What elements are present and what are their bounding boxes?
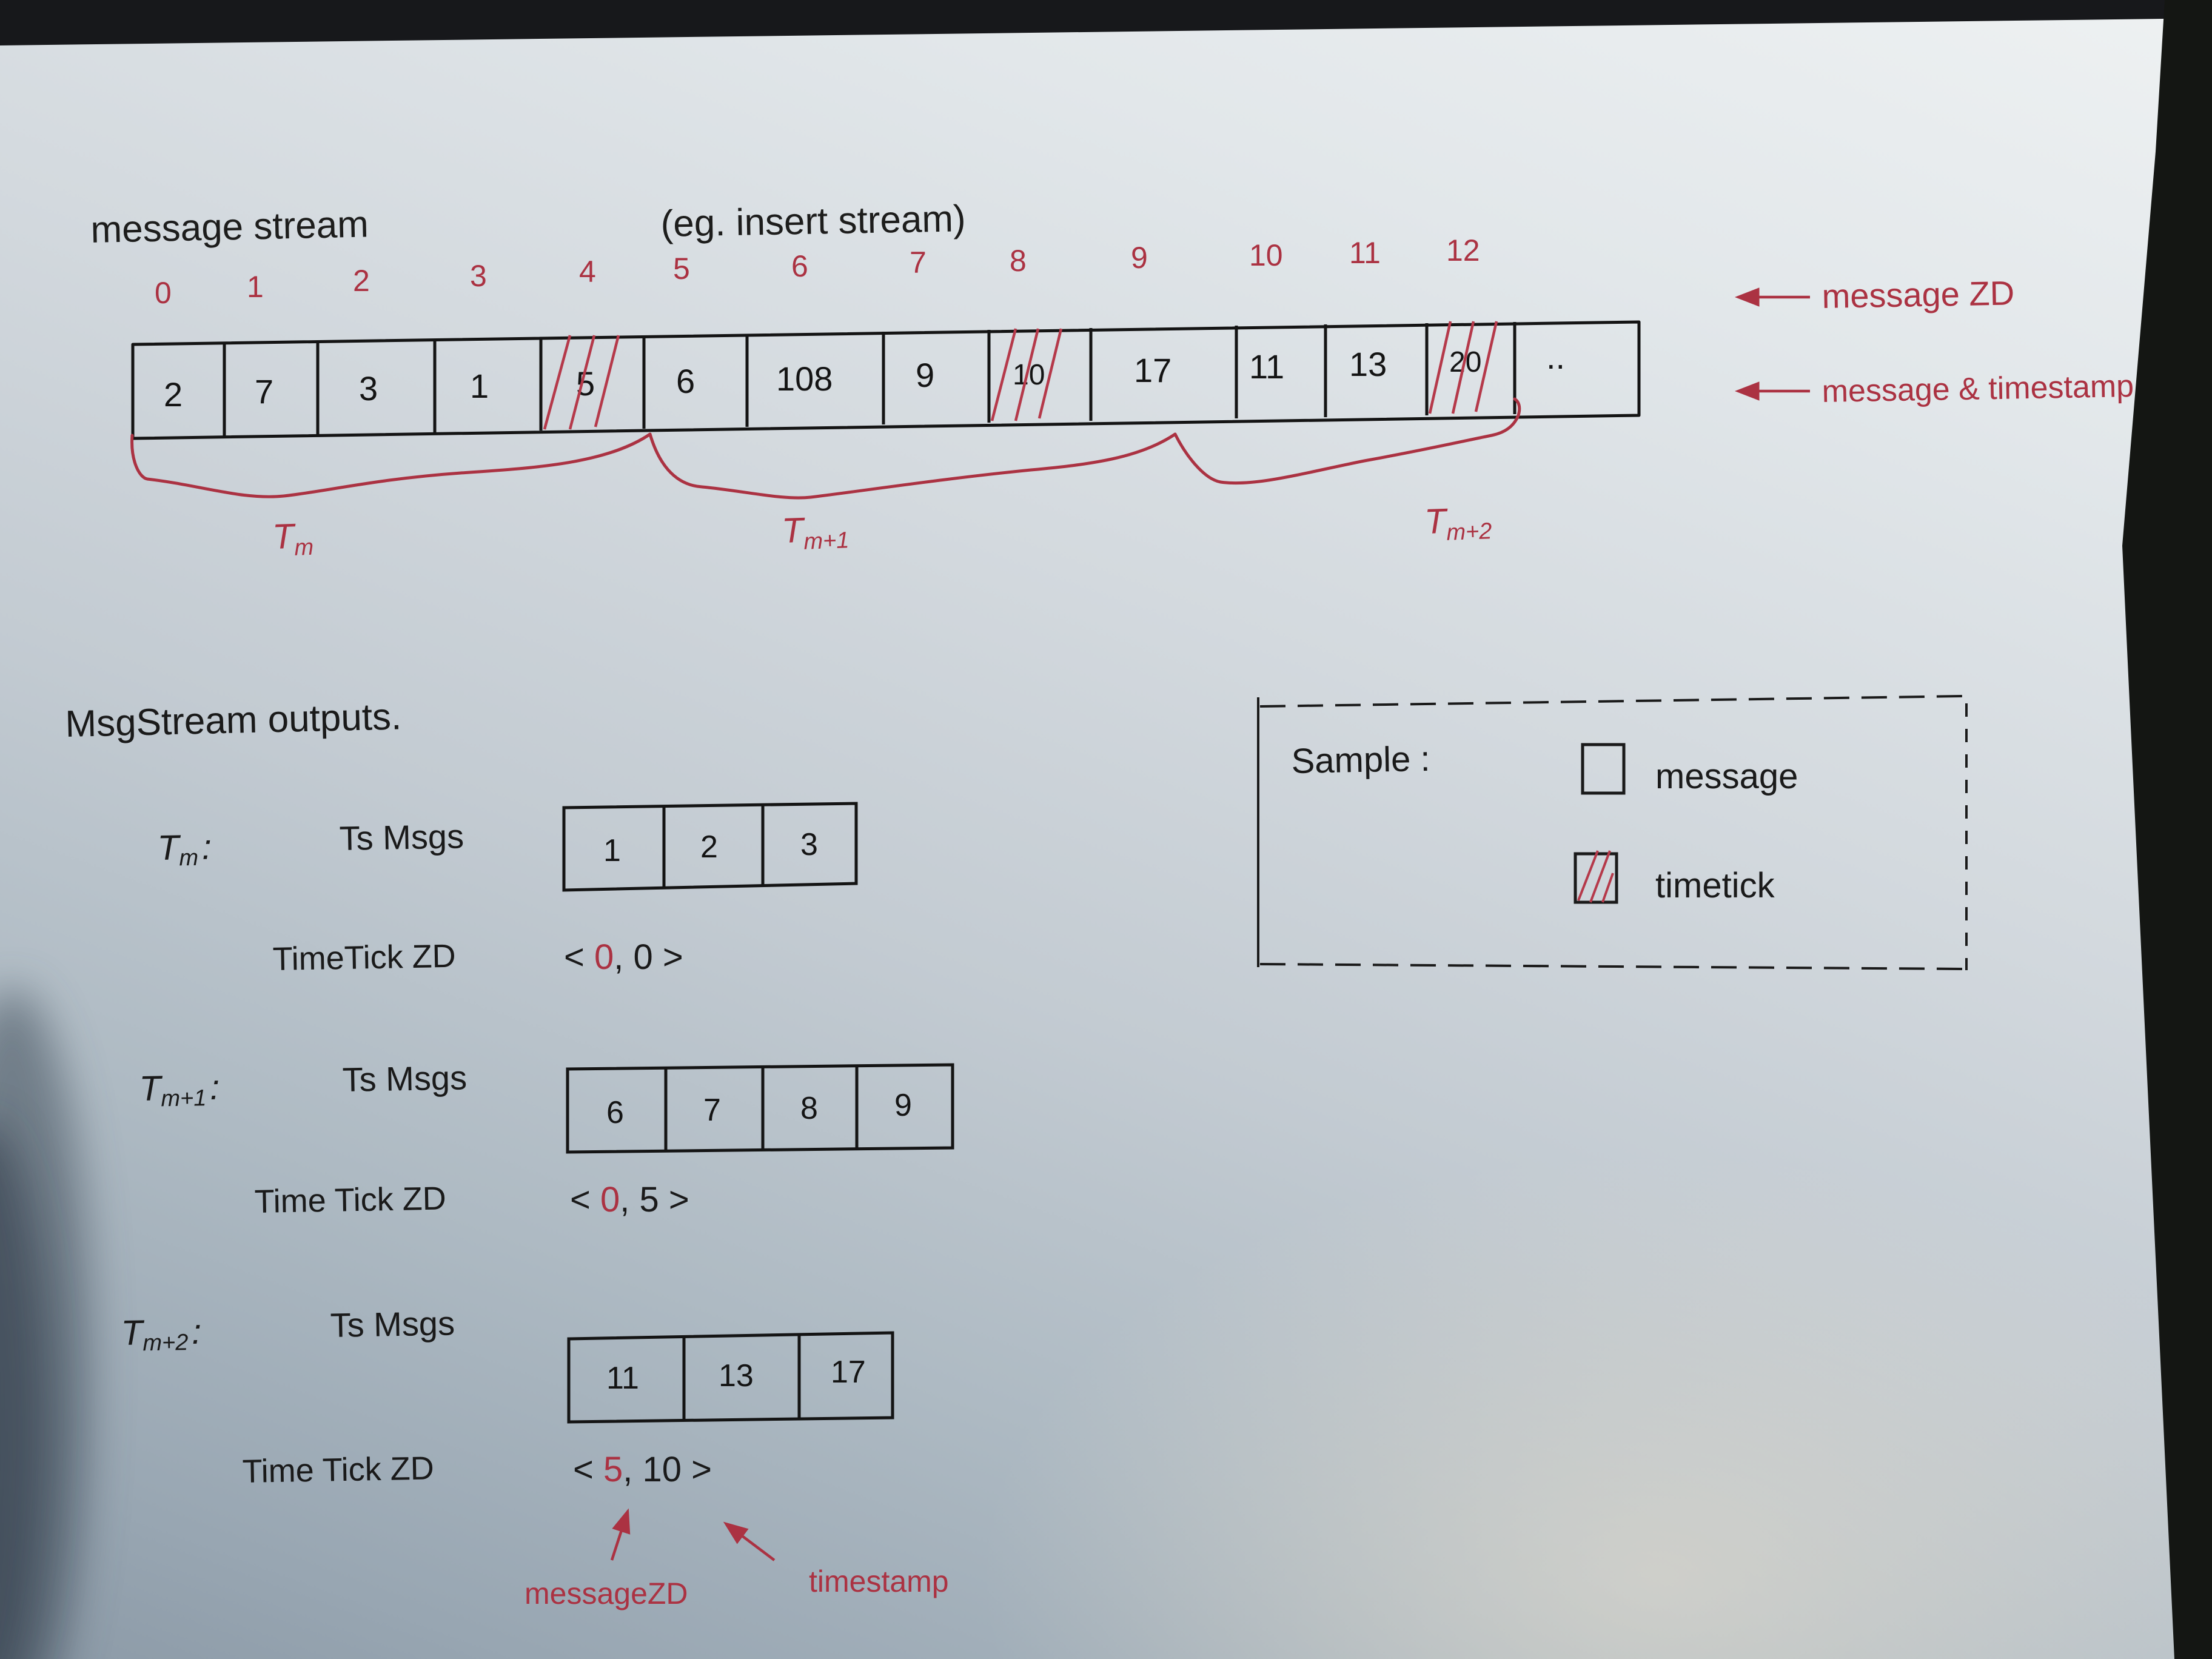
svg-text:Tm:: Tm: [157, 827, 212, 871]
svg-text:9: 9 [1131, 241, 1148, 275]
svg-text:5: 5 [673, 252, 690, 286]
svg-text:< 0, 0 >: < 0, 0 > [564, 937, 683, 977]
svg-text:< 0, 5 >: < 0, 5 > [570, 1180, 689, 1219]
svg-text:message ZD: message ZD [1822, 273, 2014, 315]
svg-text:6: 6 [606, 1095, 624, 1130]
svg-text:9: 9 [894, 1088, 912, 1123]
svg-text:TimeTick ZD: TimeTick ZD [272, 938, 456, 977]
svg-text:7: 7 [703, 1093, 721, 1128]
svg-text:4: 4 [579, 255, 596, 289]
svg-text:11: 11 [1249, 347, 1284, 386]
svg-text:Ts Msgs: Ts Msgs [330, 1304, 455, 1344]
svg-text:1: 1 [603, 833, 621, 868]
svg-text:Ts Msgs: Ts Msgs [339, 817, 464, 857]
svg-text:..: .. [1546, 338, 1565, 376]
svg-text:Tm+1: Tm+1 [781, 509, 850, 555]
svg-text:13: 13 [719, 1358, 754, 1393]
svg-text:8: 8 [800, 1091, 818, 1126]
svg-text:timetick: timetick [1655, 866, 1775, 905]
svg-text:Tm+1:: Tm+1: [139, 1068, 220, 1112]
svg-text:1: 1 [247, 270, 264, 304]
svg-text:17: 17 [831, 1355, 866, 1390]
svg-text:10: 10 [1249, 238, 1283, 272]
svg-text:2: 2 [164, 375, 183, 414]
svg-text:17: 17 [1134, 351, 1171, 389]
svg-text:11: 11 [1349, 236, 1381, 270]
svg-text:2: 2 [700, 830, 718, 865]
svg-text:messageZD: messageZD [525, 1577, 688, 1610]
svg-text:3: 3 [800, 827, 818, 862]
svg-text:< 5, 10 >: < 5, 10 > [573, 1450, 712, 1489]
svg-text:3: 3 [359, 369, 378, 407]
svg-text:12: 12 [1446, 233, 1480, 267]
svg-text:Sample :: Sample : [1291, 739, 1430, 781]
svg-text:MsgStream outputs.: MsgStream outputs. [65, 695, 402, 745]
svg-text:13: 13 [1349, 345, 1387, 383]
svg-text:6: 6 [676, 362, 695, 400]
svg-text:Tm+2:: Tm+2: [121, 1312, 202, 1356]
svg-text:message stream: message stream [90, 203, 369, 251]
svg-text:Time Tick ZD: Time Tick ZD [242, 1450, 434, 1490]
svg-text:message & timestamp: message & timestamp [1822, 369, 2134, 409]
svg-text:3: 3 [470, 259, 487, 293]
svg-text:108: 108 [776, 360, 833, 398]
svg-text:7: 7 [910, 246, 927, 280]
svg-text:Time Tick ZD: Time Tick ZD [254, 1180, 446, 1220]
svg-text:1: 1 [470, 367, 489, 405]
svg-text:2: 2 [353, 264, 370, 298]
svg-text:7: 7 [255, 372, 273, 411]
svg-text:Tm: Tm [272, 516, 314, 561]
svg-text:Tm+2: Tm+2 [1424, 500, 1492, 546]
svg-text:timestamp: timestamp [809, 1564, 949, 1598]
svg-text:Ts Msgs: Ts Msgs [342, 1058, 467, 1099]
svg-text:6: 6 [791, 249, 808, 283]
svg-text:0: 0 [155, 276, 172, 310]
svg-text:11: 11 [606, 1361, 639, 1396]
svg-text:message: message [1655, 757, 1798, 796]
svg-text:8: 8 [1010, 244, 1027, 278]
svg-text:9: 9 [916, 356, 934, 394]
svg-text:(eg. insert stream): (eg. insert stream) [660, 198, 966, 245]
